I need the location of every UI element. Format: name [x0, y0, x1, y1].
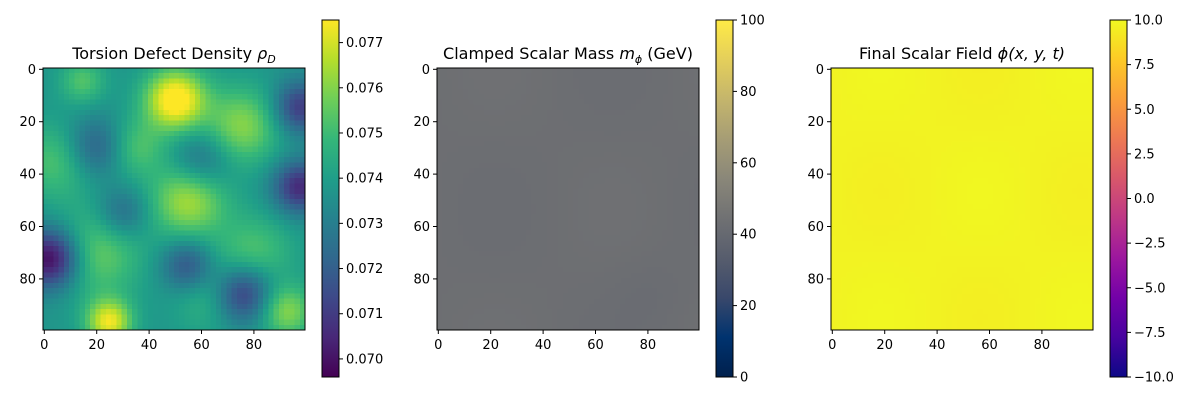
- x-tick-label: 80: [640, 338, 657, 353]
- x-tick-label: 40: [929, 338, 946, 353]
- x-tick-label: 20: [88, 338, 105, 353]
- colorbar-tick-label: 0.076: [346, 81, 383, 96]
- x-tick-label: 0: [434, 338, 442, 353]
- y-tick-label: 60: [413, 220, 430, 235]
- colorbar-tick-label: 5.0: [1134, 103, 1155, 118]
- chart-title: Clamped Scalar Mass mϕ (GeV): [443, 44, 693, 66]
- chart-title-symbol: m: [619, 44, 635, 63]
- y-tick-label: 0: [28, 63, 36, 78]
- colorbar-tick-label: −5.0: [1134, 281, 1166, 296]
- colorbar-tick-label: 0.074: [346, 172, 383, 187]
- colorbar-tick-label: 0.073: [346, 217, 383, 232]
- y-tick-label: 40: [413, 168, 430, 183]
- colorbar-tick-label: −7.5: [1134, 326, 1166, 341]
- y-tick-label: 20: [413, 115, 430, 130]
- y-tick-label: 0: [422, 63, 430, 78]
- colorbar-tick-label: 0.0: [1134, 192, 1155, 207]
- y-tick-label: 40: [807, 168, 824, 183]
- chart-title-subscript: ϕ: [635, 53, 642, 66]
- y-tick-label: 80: [19, 272, 36, 287]
- x-tick-label: 0: [40, 338, 48, 353]
- y-tick-label: 60: [807, 220, 824, 235]
- colorbar: [715, 19, 734, 378]
- panel-2: Clamped Scalar Mass mϕ (GeV) 0 20 40 60 80 0 20…: [413, 14, 764, 386]
- colorbar-tick-label: 0.072: [346, 262, 383, 277]
- x-tick-label: 80: [246, 338, 263, 353]
- chart-title: Final Scalar Field ϕ(x, y, t): [859, 44, 1065, 63]
- chart-title-unit: (GeV): [642, 44, 693, 63]
- x-tick-label: 60: [587, 338, 604, 353]
- panel-1: Torsion Defect Density ρD 0 20 40 60 80 0 20 40 6…: [19, 19, 383, 378]
- colorbar-tick-label: 60: [740, 156, 757, 171]
- x-tick-label: 20: [876, 338, 893, 353]
- x-tick-label: 60: [981, 338, 998, 353]
- heatmap-image: [437, 68, 700, 331]
- heatmap-image: [43, 68, 306, 331]
- y-tick-label: 0: [816, 63, 824, 78]
- y-tick-label: 20: [19, 115, 36, 130]
- colorbar-tick-label: 0.070: [346, 352, 383, 367]
- chart-title-main: Clamped Scalar Mass: [443, 44, 619, 63]
- colorbar-tick-label: 20: [740, 299, 757, 314]
- colorbar: [1109, 19, 1128, 378]
- colorbar-tick-label: 0: [740, 371, 748, 386]
- colorbar-tick-label: 0.071: [346, 307, 383, 322]
- colorbar-tick-label: 0.077: [346, 36, 383, 51]
- colorbar-tick-label: 100: [740, 14, 765, 29]
- colorbar: [321, 19, 340, 378]
- y-tick-label: 60: [19, 220, 36, 235]
- axes-frame: [830, 67, 1094, 331]
- y-tick-label: 20: [807, 115, 824, 130]
- chart-title-main: Torsion Defect Density: [71, 44, 257, 63]
- y-tick-label: 80: [807, 272, 824, 287]
- colorbar-tick-label: 7.5: [1134, 58, 1155, 73]
- colorbar-tick-label: 0.075: [346, 126, 383, 141]
- x-tick-label: 60: [193, 338, 210, 353]
- colorbar-tick-label: 80: [740, 85, 757, 100]
- chart-title-symbol: ρ: [257, 44, 267, 63]
- chart-title-main: Final Scalar Field: [859, 44, 998, 63]
- colorbar-tick-label: 2.5: [1134, 147, 1155, 162]
- axes-frame: [42, 67, 306, 331]
- x-tick-label: 40: [141, 338, 158, 353]
- colorbar-tick-label: 10.0: [1134, 14, 1163, 29]
- colorbar-tick-label: 40: [740, 228, 757, 243]
- colorbar-tick-label: −10.0: [1134, 371, 1174, 386]
- x-tick-label: 40: [535, 338, 552, 353]
- x-tick-label: 0: [828, 338, 836, 353]
- chart-title: Torsion Defect Density ρD: [71, 44, 276, 66]
- panel-3: Final Scalar Field ϕ(x, y, t) 0 20 40 60 80 0 2…: [807, 14, 1173, 386]
- colorbar-tick-label: −2.5: [1134, 237, 1166, 252]
- heatmap-image: [831, 68, 1094, 331]
- y-tick-label: 40: [19, 168, 36, 183]
- chart-title-subscript: D: [267, 53, 275, 66]
- x-tick-label: 80: [1034, 338, 1051, 353]
- x-tick-label: 20: [482, 338, 499, 353]
- chart-title-symbol: ϕ(x, y, t): [998, 44, 1065, 63]
- axes-frame: [436, 67, 700, 331]
- y-tick-label: 80: [413, 272, 430, 287]
